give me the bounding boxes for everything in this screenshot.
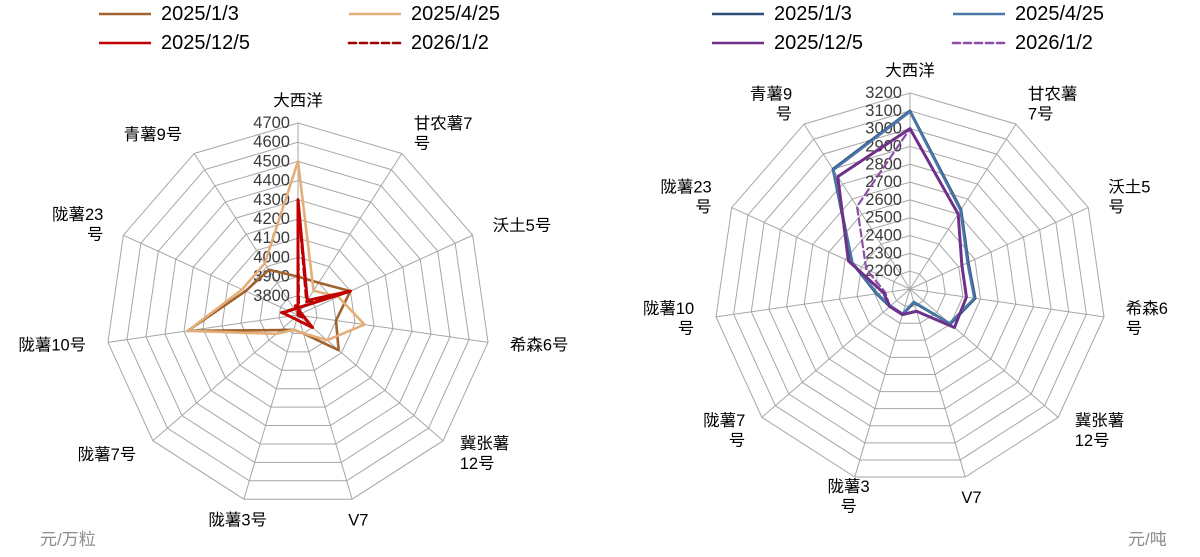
svg-text:2600: 2600	[865, 191, 902, 209]
svg-text:2700: 2700	[865, 173, 902, 191]
svg-text:2025/1/3: 2025/1/3	[774, 3, 852, 25]
svg-text:3800: 3800	[253, 287, 290, 305]
svg-text:青薯9: 青薯9	[750, 86, 792, 104]
svg-text:甘农薯: 甘农薯	[1028, 85, 1078, 104]
svg-text:2026/1/2: 2026/1/2	[1015, 32, 1093, 54]
svg-text:2500: 2500	[865, 209, 902, 227]
svg-text:2026/1/2: 2026/1/2	[411, 32, 489, 54]
svg-text:希森6: 希森6	[1126, 300, 1168, 318]
svg-text:陇薯10号: 陇薯10号	[18, 336, 86, 354]
svg-text:大西洋: 大西洋	[273, 92, 323, 110]
svg-text:号: 号	[729, 432, 746, 450]
svg-text:2200: 2200	[865, 262, 902, 280]
svg-text:号: 号	[1108, 198, 1125, 216]
svg-text:甘农薯7: 甘农薯7	[414, 114, 473, 133]
svg-text:2025/4/25: 2025/4/25	[1015, 3, 1104, 25]
svg-text:2025/12/5: 2025/12/5	[161, 32, 250, 54]
svg-text:4200: 4200	[253, 210, 290, 228]
svg-text:陇薯10: 陇薯10	[643, 300, 694, 318]
svg-text:陇薯23: 陇薯23	[52, 206, 103, 224]
svg-text:2800: 2800	[865, 155, 902, 173]
svg-text:号: 号	[695, 198, 712, 216]
svg-text:12号: 12号	[460, 455, 495, 473]
svg-text:4600: 4600	[253, 133, 290, 151]
svg-text:号: 号	[840, 498, 857, 516]
svg-text:2400: 2400	[865, 227, 902, 245]
svg-text:元/吨: 元/吨	[1128, 530, 1167, 549]
svg-text:V7: V7	[961, 489, 981, 507]
svg-text:陇薯23: 陇薯23	[660, 178, 711, 196]
svg-text:7号: 7号	[1028, 106, 1054, 124]
svg-text:冀张薯: 冀张薯	[1075, 412, 1125, 430]
svg-text:号: 号	[678, 320, 695, 338]
svg-text:陇薯7: 陇薯7	[703, 412, 745, 430]
svg-text:陇薯3: 陇薯3	[827, 478, 869, 496]
svg-text:陇薯7号: 陇薯7号	[78, 446, 137, 464]
svg-text:元/万粒: 元/万粒	[40, 530, 96, 549]
svg-text:青薯9号: 青薯9号	[124, 126, 183, 144]
svg-text:2025/1/3: 2025/1/3	[161, 3, 239, 25]
svg-text:4400: 4400	[253, 172, 290, 190]
svg-text:4500: 4500	[253, 152, 290, 170]
svg-text:2025/12/5: 2025/12/5	[774, 32, 863, 54]
svg-text:4700: 4700	[253, 114, 290, 132]
svg-text:希森6号: 希森6号	[510, 336, 569, 354]
svg-text:号: 号	[1126, 320, 1143, 338]
svg-text:号: 号	[776, 106, 793, 124]
svg-text:号: 号	[414, 135, 431, 153]
svg-text:2025/4/25: 2025/4/25	[411, 3, 500, 25]
svg-text:V7: V7	[348, 511, 368, 529]
svg-text:陇薯3号: 陇薯3号	[208, 511, 267, 529]
svg-text:2300: 2300	[865, 244, 902, 262]
svg-text:冀张薯: 冀张薯	[460, 435, 510, 453]
svg-text:3100: 3100	[865, 102, 902, 120]
svg-text:沃土5号: 沃土5号	[493, 217, 552, 235]
svg-text:4000: 4000	[253, 248, 290, 266]
svg-text:号: 号	[87, 226, 104, 244]
svg-text:沃土5: 沃土5	[1108, 178, 1150, 196]
svg-text:大西洋: 大西洋	[885, 62, 935, 80]
svg-text:3200: 3200	[865, 84, 902, 102]
svg-text:12号: 12号	[1075, 432, 1110, 450]
